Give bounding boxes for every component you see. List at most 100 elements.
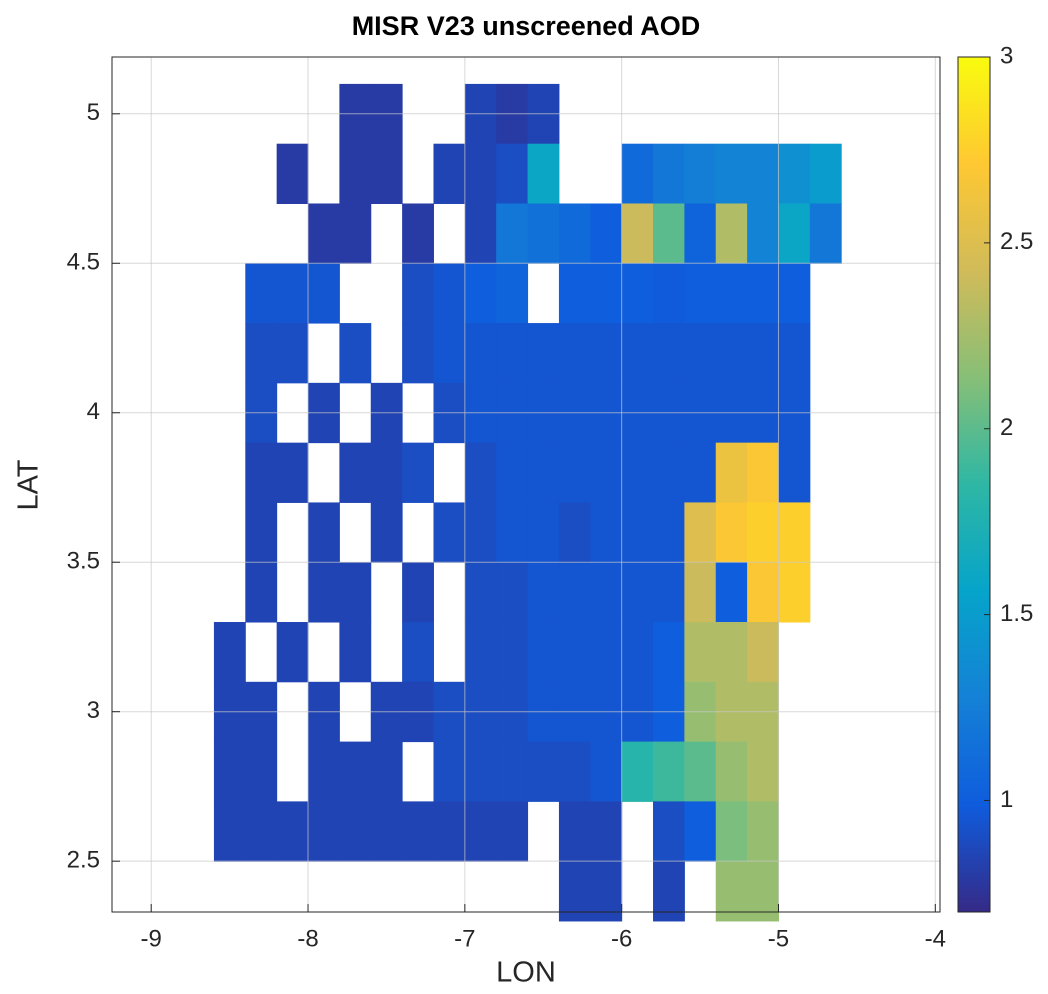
heat-cell [621, 622, 654, 683]
y-tick-label: 2.5 [67, 847, 100, 874]
heat-cell [496, 442, 529, 503]
heat-cell [684, 801, 717, 862]
heat-cell [715, 622, 748, 683]
colorbar-tick-label: 2.5 [1000, 228, 1033, 255]
heat-cell [245, 562, 278, 623]
heat-cell [245, 801, 278, 862]
heat-cell [402, 263, 434, 324]
heat-cell [715, 741, 748, 802]
heat-cell [747, 502, 779, 563]
heat-cell [778, 323, 811, 384]
heat-cell [464, 203, 497, 264]
heat-cell [621, 203, 654, 264]
x-tick-label: -8 [297, 925, 318, 952]
heat-cell [527, 203, 560, 264]
heat-cell [590, 622, 623, 683]
heat-cell [590, 263, 623, 324]
heat-cell [590, 203, 623, 264]
heat-cell [715, 801, 748, 862]
heat-cell [402, 562, 434, 623]
y-tick-label: 4.5 [67, 249, 100, 276]
x-tick-label: -4 [925, 925, 946, 952]
heat-cell [621, 323, 654, 384]
heat-cell [339, 143, 372, 204]
heat-cell [276, 801, 309, 862]
heat-cell [245, 442, 278, 503]
chart-title: MISR V23 unscreened AOD [352, 11, 701, 41]
heat-cell [433, 801, 466, 862]
heat-cell [402, 323, 434, 384]
heat-cell [402, 801, 434, 862]
heat-cell [684, 263, 717, 324]
heat-cell [496, 502, 529, 563]
heat-cell [276, 622, 309, 683]
heat-cell [684, 622, 717, 683]
heat-cell [276, 323, 309, 384]
heat-cell [621, 263, 654, 324]
heat-cell [809, 203, 842, 264]
heat-cell [747, 143, 779, 204]
heat-cell [276, 263, 309, 324]
heat-cell [558, 562, 591, 623]
x-tick-label: -6 [611, 925, 632, 952]
heat-cell [558, 622, 591, 683]
heat-cell [590, 562, 623, 623]
x-tick-label: -9 [141, 925, 162, 952]
heat-cell [433, 502, 466, 563]
heat-cell [684, 741, 717, 802]
colorbar [957, 56, 991, 913]
heat-cell [402, 203, 434, 264]
heat-cell [464, 502, 497, 563]
heat-cell [590, 741, 623, 802]
heat-cell [653, 741, 685, 802]
x-tick-label: -7 [454, 925, 475, 952]
heat-cell [778, 143, 811, 204]
heat-cell [402, 622, 434, 683]
heat-cell [715, 263, 748, 324]
heat-cell [464, 622, 497, 683]
colorbar-tick-label: 1.5 [1000, 600, 1033, 627]
heat-cell [370, 502, 403, 563]
heat-cell [527, 143, 560, 204]
heat-cell [684, 143, 717, 204]
heat-cell [213, 801, 246, 862]
heat-cell [433, 323, 466, 384]
heat-cell [778, 203, 811, 264]
heat-cell [496, 562, 529, 623]
heat-cell [715, 203, 748, 264]
heat-cell [245, 323, 278, 384]
heat-cell [621, 442, 654, 503]
heat-cell [245, 741, 278, 802]
heat-cell [527, 442, 560, 503]
heat-cell [621, 741, 654, 802]
heat-cell [496, 801, 529, 862]
heat-cell [245, 502, 278, 563]
heat-cell [621, 562, 654, 623]
heat-cell [245, 263, 278, 324]
heat-cell [339, 741, 372, 802]
heat-cell [621, 502, 654, 563]
heat-cell [558, 442, 591, 503]
heat-cell [464, 263, 497, 324]
heat-cell [308, 263, 340, 324]
heat-cell [747, 263, 779, 324]
x-axis-label: LON [496, 957, 556, 989]
heat-cell [684, 442, 717, 503]
heat-cell [339, 442, 372, 503]
heat-cell [590, 323, 623, 384]
heat-cell [715, 323, 748, 384]
colorbar-tick-label: 1 [1000, 786, 1013, 813]
heat-cell [527, 622, 560, 683]
plot-frame [111, 56, 941, 913]
heat-cell [339, 203, 372, 264]
heat-cell [308, 562, 340, 623]
heat-cell [684, 323, 717, 384]
heat-cell [809, 143, 842, 204]
heat-cell [496, 622, 529, 683]
heat-cell [370, 442, 403, 503]
heat-cell [370, 801, 403, 862]
heat-cell [527, 741, 560, 802]
y-tick-label: 3 [87, 697, 100, 724]
heat-cell [778, 442, 811, 503]
heat-cell [213, 741, 246, 802]
